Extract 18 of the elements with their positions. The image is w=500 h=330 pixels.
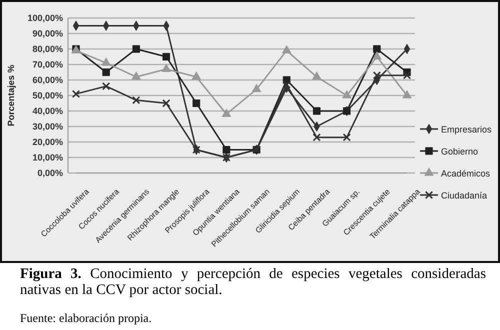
y-axis-title: Porcentajes % bbox=[6, 64, 16, 126]
y-tick-label: 40,00% bbox=[32, 106, 63, 116]
text: Figura 3. Conocimiento y percepción de especies vegetales consideradas nativas en la CCV por actor social. bbox=[20, 266, 486, 298]
y-tick-label: 80,00% bbox=[32, 44, 63, 54]
y-tick-label: 60,00% bbox=[32, 74, 63, 85]
y-tick-label: 30,00% bbox=[32, 121, 63, 132]
legend-label: Gobierno bbox=[441, 146, 478, 156]
y-tick-label: 70,00% bbox=[32, 59, 63, 70]
y-tick-label: 10,00% bbox=[32, 152, 63, 162]
legend-label: Empresarios bbox=[441, 124, 492, 134]
y-tick-label: 90,00% bbox=[32, 28, 63, 38]
y-tick-label: 0,00% bbox=[37, 168, 63, 178]
source-note: Fuente: elaboración propia. bbox=[20, 311, 152, 325]
y-tick-label: 100,00% bbox=[27, 12, 63, 23]
legend-label: Ciudadanía bbox=[441, 190, 488, 200]
y-tick-label: 50,00% bbox=[32, 90, 63, 100]
legend-label: Académicos bbox=[441, 168, 491, 178]
y-tick-label: 20,00% bbox=[32, 136, 63, 147]
